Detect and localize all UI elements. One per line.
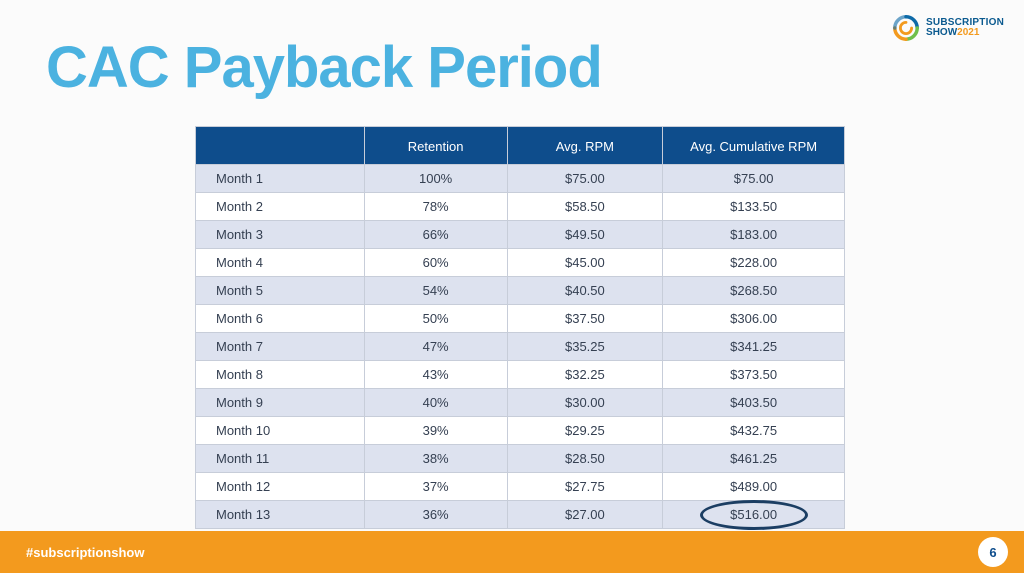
- table-row: Month 1100%$75.00$75.00: [196, 165, 845, 193]
- table-cell: $516.00: [663, 501, 845, 529]
- table-cell: $30.00: [507, 389, 663, 417]
- table-row: Month 1237%$27.75$489.00: [196, 473, 845, 501]
- table-cell: $45.00: [507, 249, 663, 277]
- table-cell: $35.25: [507, 333, 663, 361]
- table-row: Month 278%$58.50$133.50: [196, 193, 845, 221]
- table-cell: $27.75: [507, 473, 663, 501]
- table-cell: $341.25: [663, 333, 845, 361]
- footer-hashtag: #subscriptionshow: [26, 545, 144, 560]
- table-cell: $75.00: [663, 165, 845, 193]
- table-row: Month 554%$40.50$268.50: [196, 277, 845, 305]
- table-cell: 39%: [364, 417, 507, 445]
- table-cell: $49.50: [507, 221, 663, 249]
- table-cell: Month 3: [196, 221, 365, 249]
- table-cell: 78%: [364, 193, 507, 221]
- table-cell: $133.50: [663, 193, 845, 221]
- col-header-avg-rpm: Avg. RPM: [507, 127, 663, 165]
- table-cell: $75.00: [507, 165, 663, 193]
- table-cell: 47%: [364, 333, 507, 361]
- table-cell: $37.50: [507, 305, 663, 333]
- table-row: Month 843%$32.25$373.50: [196, 361, 845, 389]
- table-cell: 66%: [364, 221, 507, 249]
- table-cell: Month 10: [196, 417, 365, 445]
- table-cell: 60%: [364, 249, 507, 277]
- table-cell: $373.50: [663, 361, 845, 389]
- payback-table-container: Retention Avg. RPM Avg. Cumulative RPM M…: [195, 126, 845, 529]
- table-cell: 38%: [364, 445, 507, 473]
- table-cell: 37%: [364, 473, 507, 501]
- table-cell: Month 8: [196, 361, 365, 389]
- table-cell: 54%: [364, 277, 507, 305]
- table-cell: Month 4: [196, 249, 365, 277]
- table-cell: Month 7: [196, 333, 365, 361]
- table-cell: 43%: [364, 361, 507, 389]
- table-cell: $268.50: [663, 277, 845, 305]
- table-cell: $27.00: [507, 501, 663, 529]
- table-cell: $58.50: [507, 193, 663, 221]
- table-cell: Month 9: [196, 389, 365, 417]
- table-cell: $306.00: [663, 305, 845, 333]
- event-logo: SUBSCRIPTION SHOW2021: [892, 14, 1004, 42]
- table-row: Month 366%$49.50$183.00: [196, 221, 845, 249]
- table-cell: Month 12: [196, 473, 365, 501]
- table-cell: 36%: [364, 501, 507, 529]
- table-cell: Month 1: [196, 165, 365, 193]
- table-cell: Month 13: [196, 501, 365, 529]
- table-cell: 50%: [364, 305, 507, 333]
- table-cell: $29.25: [507, 417, 663, 445]
- table-row: Month 940%$30.00$403.50: [196, 389, 845, 417]
- table-cell: $461.25: [663, 445, 845, 473]
- page-title: CAC Payback Period: [46, 34, 602, 101]
- table-row: Month 1336%$27.00$516.00: [196, 501, 845, 529]
- logo-text-line2: SHOW2021: [926, 28, 1004, 38]
- table-cell: Month 5: [196, 277, 365, 305]
- table-cell: $489.00: [663, 473, 845, 501]
- logo-swirl-icon: [892, 14, 920, 42]
- table-header-row: Retention Avg. RPM Avg. Cumulative RPM: [196, 127, 845, 165]
- table-cell: $432.75: [663, 417, 845, 445]
- table-cell: $228.00: [663, 249, 845, 277]
- table-row: Month 747%$35.25$341.25: [196, 333, 845, 361]
- table-cell: Month 6: [196, 305, 365, 333]
- table-cell: 40%: [364, 389, 507, 417]
- table-cell: $28.50: [507, 445, 663, 473]
- table-row: Month 650%$37.50$306.00: [196, 305, 845, 333]
- table-cell: $403.50: [663, 389, 845, 417]
- table-row: Month 460%$45.00$228.00: [196, 249, 845, 277]
- table-cell: Month 2: [196, 193, 365, 221]
- table-row: Month 1039%$29.25$432.75: [196, 417, 845, 445]
- page-number-badge: 6: [978, 537, 1008, 567]
- table-cell: Month 11: [196, 445, 365, 473]
- col-header-cum-rpm: Avg. Cumulative RPM: [663, 127, 845, 165]
- table-cell: 100%: [364, 165, 507, 193]
- footer-bar: #subscriptionshow 6: [0, 531, 1024, 573]
- table-cell: $32.25: [507, 361, 663, 389]
- col-header-retention: Retention: [364, 127, 507, 165]
- table-cell: $183.00: [663, 221, 845, 249]
- col-header-month: [196, 127, 365, 165]
- table-cell: $40.50: [507, 277, 663, 305]
- table-row: Month 1138%$28.50$461.25: [196, 445, 845, 473]
- payback-table: Retention Avg. RPM Avg. Cumulative RPM M…: [195, 126, 845, 529]
